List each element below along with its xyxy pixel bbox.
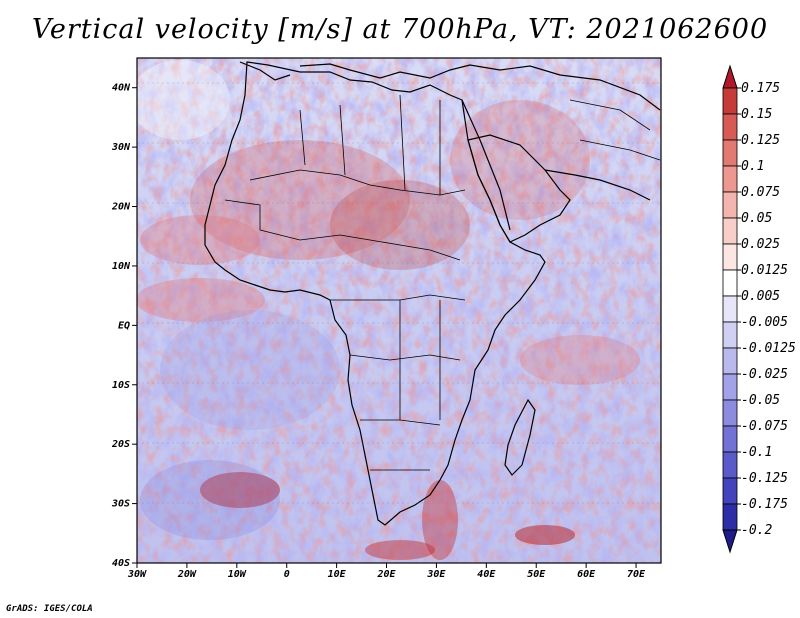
y-tick-label: 40N <box>112 83 131 94</box>
x-tick-label: 40E <box>477 569 496 580</box>
colorbar-label: -0.1 <box>741 445 772 460</box>
colorbar-swatch <box>722 321 738 349</box>
x-tick-label: 0 <box>284 569 290 580</box>
colorbar-label: 0.075 <box>741 185 780 200</box>
y-tick-label: 20N <box>111 202 131 213</box>
colorbar-swatch <box>722 217 738 245</box>
chart-title: Vertical velocity [m/s] at 700hPa, VT: 2… <box>31 14 769 45</box>
colorbar-swatch <box>722 503 738 531</box>
colorbar-label: -0.125 <box>741 471 788 486</box>
x-tick-label: 50E <box>527 569 546 580</box>
x-tick-label: 20E <box>376 569 396 580</box>
x-tick-label: 60E <box>577 569 596 580</box>
colorbar-swatch <box>722 477 738 505</box>
colorbar: 0.175 0.15 0.125 0.1 0.075 0.05 0.025 0.0125 0.0… <box>722 64 796 554</box>
colorbar-label: -0.0125 <box>741 341 796 356</box>
map-frame <box>136 57 662 564</box>
colorbar-label: 0.15 <box>741 107 772 122</box>
colorbar-swatch <box>722 399 738 427</box>
x-axis-ticks: 30W 20W 10W 0 10E 20E 30E 40E 50E 60E 70E <box>127 563 646 580</box>
colorbar-swatch <box>722 295 738 323</box>
colorbar-label: 0.0125 <box>741 263 788 278</box>
y-tick-label: 10S <box>112 380 130 391</box>
coastline <box>204 61 661 526</box>
colorbar-label: -0.075 <box>741 419 788 434</box>
colorbar-swatch <box>722 113 738 141</box>
y-tick-label: 40S <box>112 558 130 569</box>
colorbar-swatch <box>722 165 738 193</box>
colorbar-label: -0.05 <box>741 393 780 408</box>
colorbar-label: 0.05 <box>741 211 772 226</box>
colorbar-swatch <box>722 347 738 375</box>
vertical-velocity-field <box>137 58 661 563</box>
country-borders <box>224 94 661 471</box>
colorbar-label: 0.005 <box>741 289 780 304</box>
colorbar-label: 0.1 <box>741 159 764 174</box>
colorbar-swatch <box>722 139 738 167</box>
colorbar-label: -0.2 <box>741 523 772 538</box>
x-tick-label: 10E <box>328 569 347 580</box>
grads-credit: GrADS: IGES/COLA <box>6 604 93 614</box>
y-tick-label: 20S <box>111 439 130 450</box>
map-gridlines <box>137 82 661 504</box>
colorbar-swatch <box>722 243 738 271</box>
x-tick-label: 20W <box>177 569 197 580</box>
y-tick-label: 30S <box>111 499 130 510</box>
colorbar-swatch <box>722 269 738 297</box>
colorbar-swatch <box>722 191 738 219</box>
x-tick-label: 10W <box>228 569 247 580</box>
y-axis-ticks: 40N 30N 20N 10N EQ 10S 20S 30S 40S <box>111 83 137 569</box>
colorbar-label: -0.025 <box>741 367 788 382</box>
colorbar-swatch <box>722 87 738 115</box>
colorbar-label: 0.175 <box>741 81 780 96</box>
colorbar-swatch <box>722 425 738 453</box>
colorbar-top-arrow <box>722 64 738 89</box>
colorbar-label: -0.175 <box>741 497 788 512</box>
x-tick-label: 30W <box>127 569 147 580</box>
colorbar-label: 0.025 <box>741 237 780 252</box>
y-tick-label: EQ <box>118 320 130 331</box>
colorbar-bottom-arrow <box>722 529 738 554</box>
x-tick-label: 70E <box>627 569 646 580</box>
colorbar-swatch <box>722 451 738 479</box>
y-tick-label: 10N <box>112 261 131 272</box>
colorbar-label: 0.125 <box>741 133 780 148</box>
x-tick-label: 30E <box>426 569 446 580</box>
y-tick-label: 30N <box>111 142 131 153</box>
colorbar-label: -0.005 <box>741 315 788 330</box>
colorbar-swatch <box>722 373 738 401</box>
